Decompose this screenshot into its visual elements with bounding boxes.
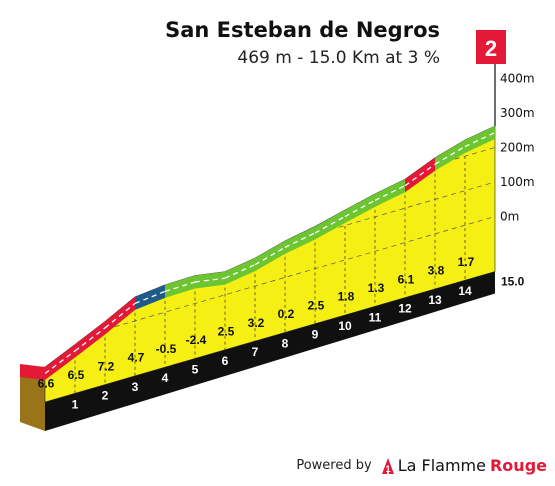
climb-title: San Esteban de Negros [165,18,440,42]
gradient-label: 1.7 [458,255,475,269]
km-label: 8 [282,336,289,350]
category-flag-group: 2 [476,30,506,127]
gradient-label: 6.5 [68,368,85,382]
gradient-label: 4.7 [128,351,145,365]
base-layer [20,271,495,431]
y-axis-tick-label: 100m [500,175,535,189]
gradient-label: 1.3 [368,281,385,295]
flame-rouge-icon: 1 [381,457,394,474]
category-flag-label: 2 [485,36,497,61]
gradient-strip-centerline [44,350,76,375]
km-label: 12 [398,302,412,316]
gradient-label: -0.5 [156,342,177,356]
gridlines-layer [74,147,496,394]
gradient-strip-segment [315,210,345,240]
gradient-label: 0.2 [278,307,295,321]
gradient-label: -2.4 [186,333,207,347]
gradient-strip-segment [255,240,285,272]
brand-name-part2: Rouge [489,456,547,475]
elevation-gridline [295,181,496,241]
gradient-label: 7.2 [98,359,115,373]
gradient-label: 3.2 [248,316,265,330]
km-label: 1 [72,397,79,411]
gradient-strip-segment [375,179,405,207]
km-label: 14 [458,284,472,298]
gradient-strip-segment [285,226,315,254]
gradient-strip-centerline [224,264,256,279]
powered-by-label: Powered by [296,458,372,473]
gradient-strip-segment [195,271,225,289]
gradient-strip-segment [135,284,165,310]
end-distance-label: 15.0 [501,275,525,289]
gradient-label: 1.8 [338,290,355,304]
km-label: 13 [428,293,442,307]
gradient-label: 2.5 [308,298,325,312]
gradient-label: 6.6 [38,377,55,391]
gradient-strip-segment [165,275,195,298]
km-label: 9 [312,328,319,342]
gradient-label: 2.5 [218,324,235,338]
gradient-strip-centerline [74,327,106,352]
gradient-label: 6.1 [398,272,415,286]
km-label: 3 [132,380,139,394]
km-label: 5 [192,363,199,377]
gradient-strips-layer [20,126,496,380]
y-axis-tick-label: 200m [500,141,535,155]
gradient-strip-centerline [434,145,466,165]
km-label: 11 [369,310,382,324]
gradient-strip-side [20,364,45,380]
y-axis-tick-label: 0m [500,210,519,224]
y-axis-tick-label: 400m [500,72,535,86]
elevation-gridline [97,216,496,333]
gradient-label: 3.8 [428,264,445,278]
labels-layer: 400m 300m 200m 100m 0m 6.6 6.5 7.2 4.7 -0.5 -2.4 2.… [38,72,535,412]
km-label: 4 [162,371,169,385]
gradient-strip-centerline [104,302,136,329]
gradient-strip-centerline [404,163,436,187]
km-label: 6 [222,354,229,368]
gradient-strip-segment [225,258,255,285]
climb-summary: 469 m - 15.0 Km at 3 % [237,48,440,68]
brand-name-part1: La Flamme [397,456,486,475]
profile-side-face [20,367,45,431]
gradient-strip-centerline [464,131,496,148]
gradient-strip-centerline [344,199,376,218]
profile-base-band [45,271,495,431]
gradient-strip-segment [345,193,375,224]
footer: Powered by 1 La Flamme Rouge [296,456,547,475]
category-flag [476,30,506,64]
gradient-strip-centerline [254,246,286,266]
km-label: 2 [102,389,109,403]
y-axis-tick-label: 300m [500,106,535,120]
svg-text:1: 1 [385,464,390,474]
km-label: 7 [252,345,259,359]
gradient-strip-segment [435,140,465,171]
brand-logo[interactable]: 1 La Flamme Rouge [381,456,547,475]
km-label: 10 [338,319,352,333]
gradient-strip-centerline [284,232,316,248]
gradient-strip-segment [465,126,495,154]
gradient-strip-centerline [314,215,346,234]
gradient-strip-centerline [374,185,406,201]
